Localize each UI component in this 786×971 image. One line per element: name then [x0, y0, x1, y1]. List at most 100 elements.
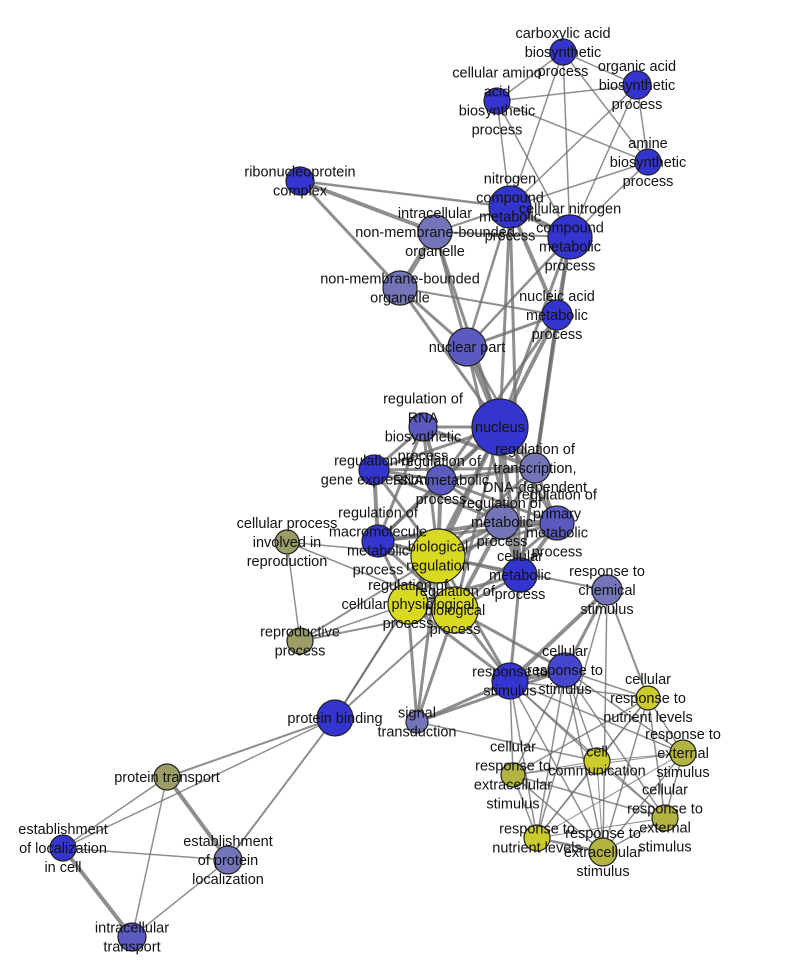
edge-respnutrientlevels-cellrespexternal — [536, 817, 666, 839]
edge-regcellproc-resp2stim — [407, 602, 511, 683]
node-cellcomm[interactable] — [583, 747, 611, 775]
node-signal[interactable] — [405, 710, 429, 734]
edge-cellcomm-respextracell — [596, 760, 604, 853]
edge-nitro-nucleus — [498, 206, 512, 428]
edge-ribo-intraorg — [299, 179, 436, 234]
edge-estlocincell-intratransport — [61, 846, 134, 939]
node-intraorg[interactable] — [417, 214, 453, 250]
edge-cellrespnutrient-respextracell — [602, 697, 649, 853]
edge-cellrespnutrient-cellrespexternal — [647, 697, 666, 819]
node-proteinbinding[interactable] — [316, 699, 354, 737]
edge-regprimary-regmacro — [377, 521, 558, 543]
edge-reggene-regmetab — [373, 468, 503, 524]
node-resp2chem[interactable] — [591, 574, 623, 606]
node-respextracell[interactable] — [588, 837, 618, 867]
node-amino[interactable] — [483, 87, 511, 115]
edge-cellresp2stim-signal — [416, 668, 566, 724]
edge-cellresp2stim-cellrespextracell — [512, 669, 566, 776]
edge-regtrans-regRNAmetab — [440, 466, 536, 482]
edge-cellcomm-respnutrientlevels — [536, 760, 598, 839]
edge-proteintransport-intratransport — [131, 776, 168, 938]
edge-regcellproc-proteinbinding — [334, 603, 409, 719]
edge-proteintransport-estproteinloc — [165, 775, 230, 862]
edge-org-amino — [496, 84, 638, 102]
edge-proteintransport-estlocincell — [62, 776, 168, 849]
edge-nitro-nuclearpart — [465, 206, 512, 348]
edge-cellrespextracell-cellrespexternal — [512, 774, 666, 819]
edge-estlocincell-estproteinloc — [62, 847, 229, 861]
node-estlocincell[interactable] — [49, 834, 77, 862]
node-cellnitro[interactable] — [547, 214, 593, 260]
edge-cellrespextracell-respextracell — [512, 774, 604, 853]
node-nitro[interactable] — [488, 185, 532, 229]
node-cellrespexternal[interactable] — [651, 804, 679, 832]
node-cellrespnutrient[interactable] — [635, 685, 661, 711]
label-layer: carboxylic acid biosynthetic process organi… — [18, 26, 721, 956]
node-regRNAmetab[interactable] — [425, 464, 457, 496]
edge-regRNAbio-regmacro — [376, 426, 425, 542]
edge-carb-amino — [496, 51, 564, 102]
node-org[interactable] — [622, 70, 652, 100]
node-regmetab[interactable] — [484, 504, 520, 540]
edge-cellrespnutrient-cellrespextracell — [512, 697, 649, 776]
node-cellmetab[interactable] — [502, 557, 538, 593]
edge-respexternal-respnutrientlevels — [536, 752, 684, 839]
edge-amino-cellnitro — [496, 100, 571, 238]
edge-cellresp2stim-cellrespexternal — [564, 669, 666, 819]
node-regprimary[interactable] — [539, 505, 575, 541]
edge-nitro-cellmetab — [508, 206, 522, 576]
edge-resp2chem-resp2stim — [508, 588, 609, 683]
node-intratransport[interactable] — [117, 922, 147, 952]
node-bioreg[interactable] — [410, 528, 466, 584]
node-regtrans[interactable] — [519, 452, 551, 484]
edge-carb-amine — [562, 51, 649, 163]
edge-regRNAmetab-regprimary — [440, 478, 558, 525]
edge-respexternal-respextracell — [602, 752, 684, 853]
edge-intratransport-estproteinloc — [131, 859, 229, 938]
node-proteintransport[interactable] — [153, 763, 181, 791]
node-estproteinloc[interactable] — [213, 845, 243, 875]
node-cellresp2stim[interactable] — [547, 652, 583, 688]
node-nucleicacid[interactable] — [541, 299, 573, 331]
node-nuclearpart[interactable] — [447, 327, 487, 367]
edge-regbioproc-reproc — [299, 609, 456, 642]
edge-resp2stim-cellrespexternal — [509, 680, 666, 819]
node-cellrespextracell[interactable] — [500, 762, 526, 788]
node-resp2stim[interactable] — [491, 662, 529, 700]
node-layer — [49, 38, 697, 952]
node-reggene[interactable] — [358, 454, 390, 486]
node-nmborg[interactable] — [382, 270, 418, 306]
node-amine[interactable] — [634, 148, 662, 176]
edge-amine-nitro — [509, 161, 649, 208]
edge-resp2stim-respnutrientlevels — [509, 680, 538, 839]
node-respexternal[interactable] — [669, 739, 697, 767]
edge-resp2chem-respnutrientlevels — [536, 589, 608, 839]
edge-resp2chem-cellrespnutrient — [606, 589, 649, 699]
node-respnutrientlevels[interactable] — [523, 824, 551, 852]
node-ribo[interactable] — [285, 166, 315, 196]
node-nucleus[interactable] — [471, 398, 529, 456]
node-regRNAbio[interactable] — [408, 412, 438, 442]
node-regmacro[interactable] — [361, 524, 395, 558]
edge-ribo-nitro — [299, 179, 511, 209]
node-cellprocrepro[interactable] — [274, 529, 300, 555]
node-regcellproc[interactable] — [387, 583, 429, 625]
node-carb[interactable] — [549, 38, 577, 66]
edge-regtrans-reggene — [373, 466, 536, 472]
edge-cellnitro-nuclearpart — [466, 236, 571, 348]
edge-bioreg-signal — [415, 555, 440, 723]
edge-proteintransport-proteinbinding — [166, 717, 336, 778]
edge-resp2stim-respextracell — [509, 680, 604, 853]
edge-org-nitro — [509, 84, 638, 208]
edge-ribo-nmborg — [298, 179, 402, 290]
edge-nmborg-nucleicacid — [399, 287, 558, 316]
edge-cellnitro-nucleus — [498, 236, 572, 428]
node-reproc[interactable] — [286, 627, 314, 655]
node-regbioproc[interactable] — [431, 586, 479, 634]
edge-amino-amine — [496, 100, 649, 163]
edge-estproteinloc-proteinbinding — [227, 717, 336, 861]
edge-org-cellnitro — [569, 84, 638, 238]
edge-regRNAbio-regtrans — [422, 425, 536, 470]
